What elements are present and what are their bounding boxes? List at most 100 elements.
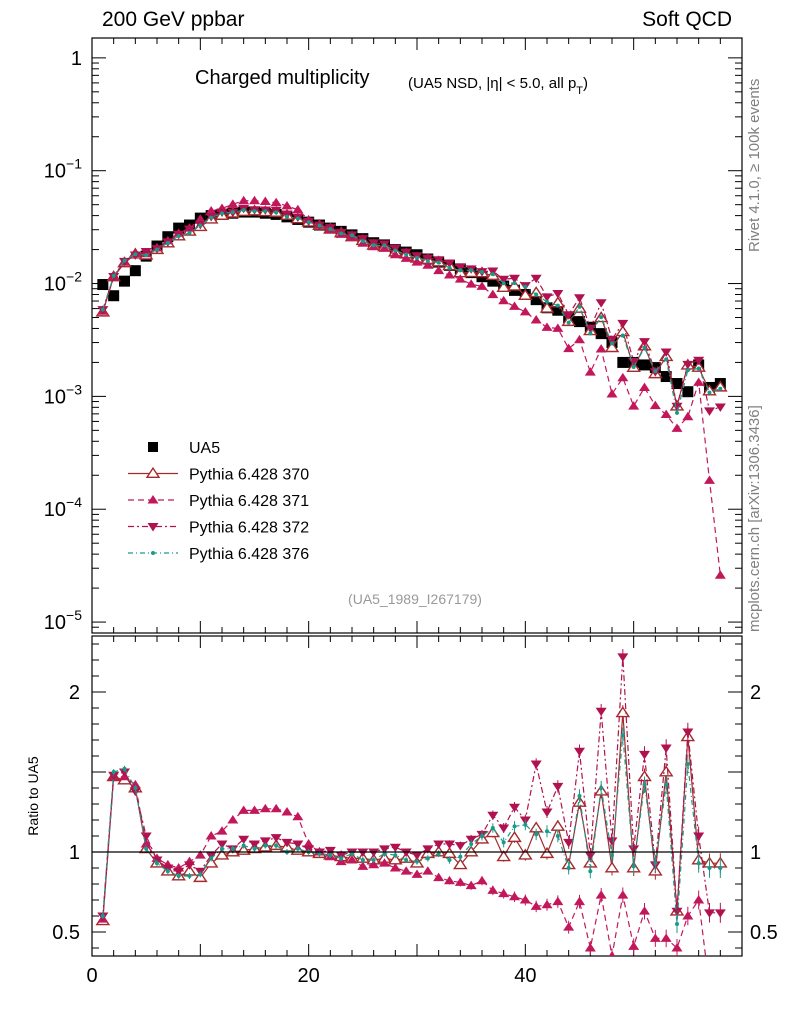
point-p370 [507,279,522,291]
ratio-point-p372 [563,838,575,848]
ratio-tick-label-right: 2 [750,682,761,704]
point-p376 [577,304,582,309]
ratio-point-p372 [129,787,141,797]
ratio-point-p376 [631,864,636,869]
point-p376 [653,369,658,374]
point-p372 [509,274,520,284]
point-p371 [671,423,683,432]
point-p372 [714,403,726,412]
ratio-point-p372 [454,842,466,851]
ratio-tick-label-left: 0.5 [52,922,80,944]
ratio-point-p372 [422,845,434,854]
point-p372 [433,256,445,265]
ratio-point-p372 [574,747,585,757]
point-p372 [606,335,618,345]
point-p371 [433,265,445,275]
legend-marker-p372 [147,523,159,532]
point-p371 [660,409,672,419]
ratio-point-p376 [393,853,398,858]
point-p376 [252,209,257,214]
ratio-point-p372 [324,846,336,856]
point-p371 [714,570,726,579]
ratio-point-p371 [671,943,683,952]
ratio-point-p376 [165,869,170,874]
ratio-point-p370 [507,830,522,843]
point-p376 [425,259,430,264]
ratio-point-p376 [111,770,116,774]
ratio-point-p370 [539,846,555,859]
point-p371 [519,307,531,316]
side-label-top: Rivet 4.1.0, ≥ 100k events [746,78,763,252]
ratio-point-p376 [653,861,658,866]
point-p371 [498,295,510,305]
legend-label: UA5 [189,440,220,457]
ratio-tick-label-left: 1 [69,842,80,864]
point-p371 [487,289,499,299]
ratio-point-p372 [639,750,650,760]
ratio-point-p372 [379,845,390,854]
data-point-ua5 [173,222,185,234]
header-left: 200 GeV ppbar [102,8,245,31]
ratio-point-p371 [259,803,271,813]
legend-label: Pythia 6.428 371 [189,493,309,510]
point-p376 [263,209,268,214]
point-p372 [584,324,596,334]
analysis-label: (UA5_1989_I267179) [348,591,482,607]
point-p372 [693,356,705,366]
point-p371 [530,315,542,324]
point-p376 [241,208,246,213]
point-p376 [274,210,279,215]
ratio-point-p376 [274,843,279,848]
point-p371 [693,377,705,386]
ratio-point-p372 [714,909,726,918]
ratio-point-p376 [404,858,409,862]
ratio-point-p371 [649,933,661,942]
point-p371 [682,411,694,421]
chart-subtitle: (UA5 NSD, |η| < 5.0, all pT) [408,75,588,97]
ratio-point-p372 [509,803,520,813]
point-p372 [574,294,585,303]
ratio-point-p371 [444,875,455,885]
ratio-point-p371 [368,859,380,869]
ratio-point-p370 [615,706,631,718]
ratio-point-p370 [496,850,511,862]
point-p370 [496,280,511,293]
ratio-point-p376 [198,872,203,877]
ratio-point-p371 [400,866,412,875]
point-p376 [685,368,690,373]
ratio-point-p371 [584,943,596,952]
ratio-point-p372 [281,838,293,848]
point-p371 [552,323,564,332]
point-p371 [574,334,585,344]
ratio-point-p370 [203,856,219,868]
ratio-point-p376 [295,846,300,851]
ratio-point-p371 [617,890,629,899]
x-tick-label: 40 [514,965,536,987]
chart-title: Charged multiplicity [195,67,370,89]
ratio-point-p376 [707,866,712,870]
point-p376 [718,386,723,391]
point-p376 [512,281,517,286]
point-p376 [187,231,192,236]
ratio-tick-label-right: 0.5 [750,922,778,944]
point-p376 [480,270,484,275]
point-p376 [155,247,159,252]
y-tick-label: 10−2 [44,269,82,296]
ratio-point-p376 [696,861,701,866]
ratio-point-p371 [530,901,542,910]
point-p371 [649,400,661,410]
data-point-ua5 [639,359,650,371]
ratio-point-p371 [357,861,369,870]
legend: UA5 Pythia 6.428 370 Pythia 6.428 371 Pythi… [128,440,309,563]
point-p376 [122,258,127,263]
ratio-point-p371 [238,805,250,814]
ratio-point-p376 [447,858,452,862]
ratio-line-p370 [102,712,721,921]
ratio-point-p371 [411,869,423,878]
ratio-point-p376 [545,829,549,834]
ratio-point-p370 [604,861,620,873]
data-point-ua5 [617,356,629,368]
point-p372 [595,299,607,308]
ratio-point-p372 [595,707,607,717]
ratio-point-p372 [530,760,542,769]
